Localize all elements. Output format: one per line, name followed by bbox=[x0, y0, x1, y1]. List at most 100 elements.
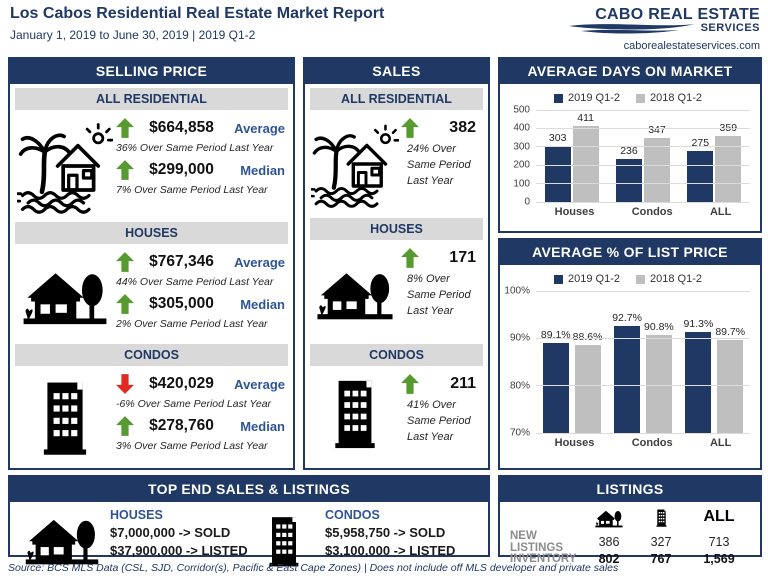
stat-kind: Average bbox=[234, 254, 285, 270]
listings-column-header-row: ALL bbox=[510, 504, 752, 530]
bar bbox=[645, 334, 672, 433]
selling-condos-section: CONDOS $420,029 Average -6% Over Same Pe… bbox=[10, 344, 293, 462]
inventory-row: INVENTORY 802 767 1,569 bbox=[510, 549, 752, 568]
x-axis: Houses Condos ALL bbox=[536, 433, 750, 451]
pct-list-price-chart-panel: AVERAGE % OF LIST PRICE 2019 Q1-2 2018 Q1… bbox=[498, 238, 762, 470]
group-label: CONDOS bbox=[325, 508, 380, 522]
stat-note: 8% Over Same Period Last Year bbox=[407, 273, 471, 317]
selling-all-residential-section: ALL RESIDENTIAL $664,858 Average 36% Ove… bbox=[10, 88, 293, 218]
bar bbox=[614, 325, 641, 433]
stat-note: 24% Over Same Period Last Year bbox=[407, 143, 471, 187]
cell-value: 327 bbox=[650, 535, 672, 549]
stat-value: $767,346 bbox=[149, 253, 214, 270]
website-link[interactable]: caborealestateservices.com bbox=[623, 40, 760, 52]
x-axis-label: ALL bbox=[709, 437, 732, 449]
up-arrow-icon bbox=[116, 294, 138, 314]
section-label: ALL RESIDENTIAL bbox=[15, 88, 288, 110]
bar-group: 275 359 bbox=[687, 110, 742, 202]
y-axis: 0 100 200 300 400 500 bbox=[513, 104, 530, 208]
top-end-header: TOP END SALES & LISTINGS bbox=[10, 477, 488, 502]
building-icon bbox=[249, 508, 319, 570]
section-label: HOUSES bbox=[15, 222, 288, 244]
listed-line: $3,100,000 -> LISTED bbox=[325, 543, 456, 558]
x-axis-label: ALL bbox=[709, 206, 732, 218]
chart-title: AVERAGE % OF LIST PRICE bbox=[500, 240, 760, 265]
sales-panel: SALES ALL RESIDENTIAL 382 24% Over Same … bbox=[303, 57, 490, 470]
bar-group: 236 347 bbox=[615, 110, 670, 202]
bar-value-label: 89.1% bbox=[540, 328, 571, 341]
bar-value-label: 411 bbox=[577, 112, 595, 125]
selling-price-panel: SELLING PRICE ALL RESIDENTIAL $664,858 A… bbox=[8, 57, 295, 470]
bar bbox=[685, 332, 712, 433]
top-end-houses-group: HOUSES $7,000,000 -> SOLD $37,900,000 ->… bbox=[20, 508, 249, 570]
stat-row: $299,000 Median bbox=[116, 160, 285, 180]
chart-title: AVERAGE DAYS ON MARKET bbox=[500, 59, 760, 84]
chart-legend: 2019 Q1-2 2018 Q1-2 bbox=[506, 92, 750, 104]
x-axis-label: Houses bbox=[554, 437, 595, 449]
stat-note: 7% Over Same Period Last Year bbox=[116, 184, 268, 196]
section-label: CONDOS bbox=[310, 344, 483, 366]
page-title: Los Cabos Residential Real Estate Market… bbox=[10, 5, 385, 22]
beach-house-icon bbox=[309, 115, 401, 212]
bar bbox=[574, 344, 601, 433]
up-arrow-icon bbox=[116, 416, 138, 436]
stat-value: $299,000 bbox=[149, 161, 214, 178]
stat-note: 41% Over Same Period Last Year bbox=[407, 399, 471, 443]
house-icon bbox=[20, 508, 104, 566]
sold-line: $5,958,750 -> SOLD bbox=[325, 525, 446, 540]
x-axis-label: Condos bbox=[631, 206, 673, 218]
up-arrow-icon bbox=[401, 374, 423, 394]
cell-value: 386 bbox=[598, 535, 620, 549]
company-logo: CABO REAL ESTATE SERVICES bbox=[560, 6, 760, 34]
stat-value: $420,029 bbox=[149, 375, 214, 392]
bar bbox=[615, 158, 642, 202]
plot-area: 303 411 236 347 275 359 bbox=[536, 109, 750, 203]
down-arrow-icon bbox=[116, 374, 138, 394]
bar-value-label: 92.7% bbox=[612, 311, 642, 324]
stat-value: 211 bbox=[450, 375, 476, 392]
up-arrow-icon bbox=[116, 160, 138, 180]
up-arrow-icon bbox=[401, 118, 423, 138]
house-icon bbox=[309, 245, 401, 338]
sales-houses-section: HOUSES 171 8% Over Same Period Last Year bbox=[305, 218, 488, 340]
sales-all-residential-section: ALL RESIDENTIAL 382 24% Over Same Period… bbox=[305, 88, 488, 214]
bar-value-label: 236 bbox=[620, 144, 638, 157]
stat-value: $278,760 bbox=[149, 417, 214, 434]
bar-group: 92.7% 90.8% bbox=[612, 291, 674, 433]
top-end-condos-group: CONDOS $5,958,750 -> SOLD $3,100,000 -> … bbox=[249, 508, 478, 570]
bar bbox=[544, 146, 571, 202]
bar bbox=[717, 339, 744, 433]
house-icon bbox=[582, 507, 636, 528]
logo-subtext: SERVICES bbox=[700, 22, 760, 34]
stat-note: 36% Over Same Period Last Year bbox=[116, 142, 274, 154]
cell-value: 1,569 bbox=[703, 551, 735, 566]
stat-row: 211 bbox=[401, 374, 480, 394]
plot-area: 89.1%88.6%92.7%90.8%91.3%89.7% bbox=[536, 290, 750, 434]
cell-value: 713 bbox=[708, 535, 730, 549]
x-axis-label: Condos bbox=[631, 437, 673, 449]
row-label: INVENTORY bbox=[510, 552, 577, 565]
days-on-market-chart-panel: AVERAGE DAYS ON MARKET 2019 Q1-2 2018 Q1-… bbox=[498, 57, 762, 233]
stat-kind: Average bbox=[234, 376, 285, 392]
listed-line: $37,900,000 -> LISTED bbox=[110, 543, 248, 558]
building-icon bbox=[636, 507, 686, 528]
stat-kind: Average bbox=[234, 120, 285, 136]
logo-swoosh-icon bbox=[568, 24, 695, 34]
bar-value-label: 90.8% bbox=[643, 320, 674, 333]
section-label: CONDOS bbox=[15, 344, 288, 366]
bar-value-label: 275 bbox=[691, 137, 710, 150]
house-icon bbox=[14, 249, 116, 338]
bar-value-label: 303 bbox=[548, 132, 567, 145]
building-icon bbox=[309, 371, 401, 453]
bar-group: 91.3% 89.7% bbox=[684, 291, 745, 433]
x-axis-label: Houses bbox=[554, 206, 595, 218]
all-column-header: ALL bbox=[703, 508, 735, 525]
new-listings-row: NEW LISTINGS 386 327 713 bbox=[510, 530, 752, 554]
x-axis: Houses Condos ALL bbox=[536, 202, 750, 220]
legend-item: 2019 Q1-2 bbox=[554, 92, 620, 104]
cell-value: 802 bbox=[598, 551, 620, 566]
legend-item: 2018 Q1-2 bbox=[636, 92, 702, 104]
listings-panel: LISTINGS ALL NEW LISTINGS 386 327 713 IN… bbox=[498, 475, 762, 566]
bar bbox=[542, 342, 569, 433]
selling-houses-section: HOUSES $767,346 Average 44% Over Same Pe… bbox=[10, 222, 293, 340]
